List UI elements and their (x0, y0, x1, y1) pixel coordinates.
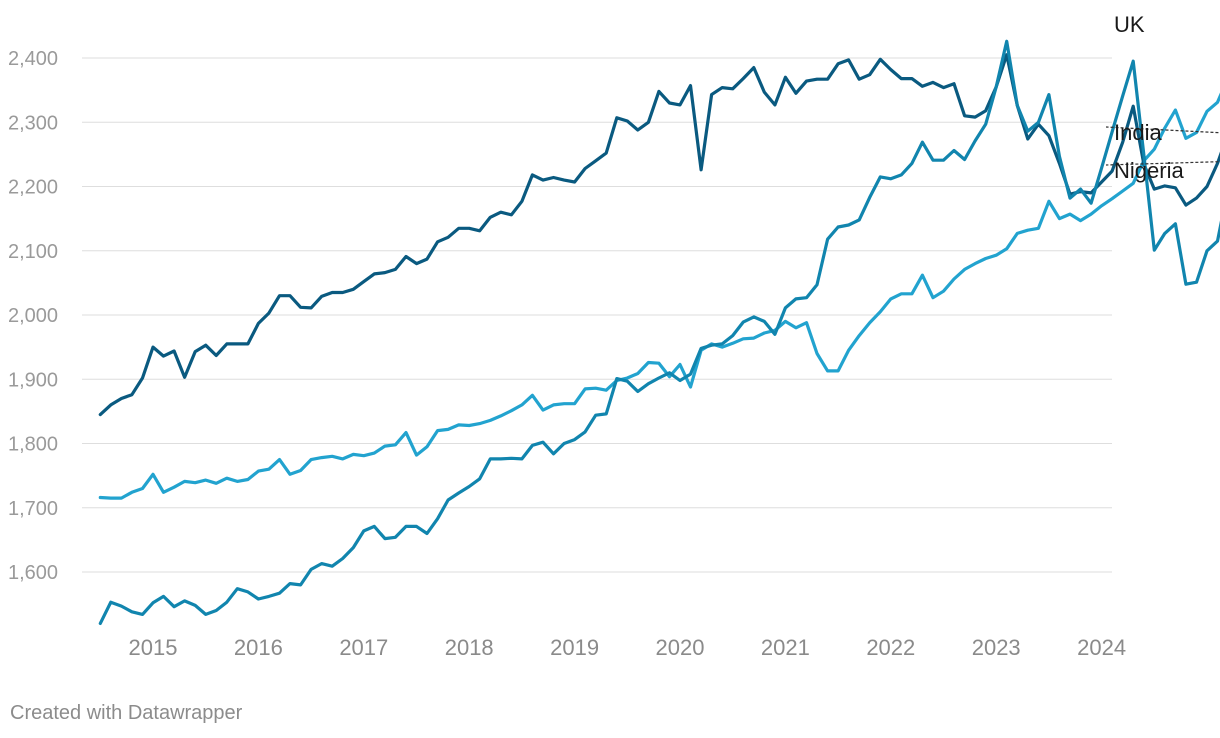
credit-text: Created with Datawrapper (10, 702, 243, 724)
x-tick-label: 2017 (339, 635, 388, 660)
x-tick-label: 2023 (972, 635, 1021, 660)
y-tick-label: 1,600 (8, 562, 58, 584)
grid (82, 57, 1112, 573)
y-axis: 1,600 1,700 1,800 1,900 2,000 2,100 2,200 2,300… (8, 48, 58, 584)
x-tick-label: 2024 (1077, 635, 1126, 660)
series-line-india (98, 53, 1220, 417)
series-label-nigeria: Nigeria (1114, 158, 1184, 183)
label-connector-nigeria (1105, 161, 1220, 166)
series-lines (98, 39, 1220, 625)
x-tick-label: 2018 (445, 635, 494, 660)
x-tick-label: 2015 (129, 635, 178, 660)
x-tick-label: 2021 (761, 635, 810, 660)
y-tick-label: 2,400 (8, 48, 58, 70)
x-tick-label: 2016 (234, 635, 283, 660)
x-tick-label: 2020 (656, 635, 705, 660)
series-label-india: India (1114, 120, 1162, 145)
y-tick-label: 1,900 (8, 369, 58, 391)
x-axis: 2015 2016 2017 2018 2019 2020 2021 2022 2023 2024 (129, 635, 1127, 660)
series-labels: UK India Nigeria (1105, 12, 1220, 183)
y-tick-label: 2,300 (8, 112, 58, 134)
label-connector-india (1105, 126, 1220, 134)
y-tick-label: 1,800 (8, 434, 58, 456)
x-tick-label: 2022 (866, 635, 915, 660)
y-tick-label: 2,200 (8, 177, 58, 199)
y-tick-label: 2,000 (8, 305, 58, 327)
y-tick-label: 1,700 (8, 498, 58, 520)
series-line-nigeria (98, 39, 1220, 625)
series-label-uk: UK (1114, 12, 1145, 37)
x-tick-label: 2019 (550, 635, 599, 660)
y-tick-label: 2,100 (8, 241, 58, 263)
